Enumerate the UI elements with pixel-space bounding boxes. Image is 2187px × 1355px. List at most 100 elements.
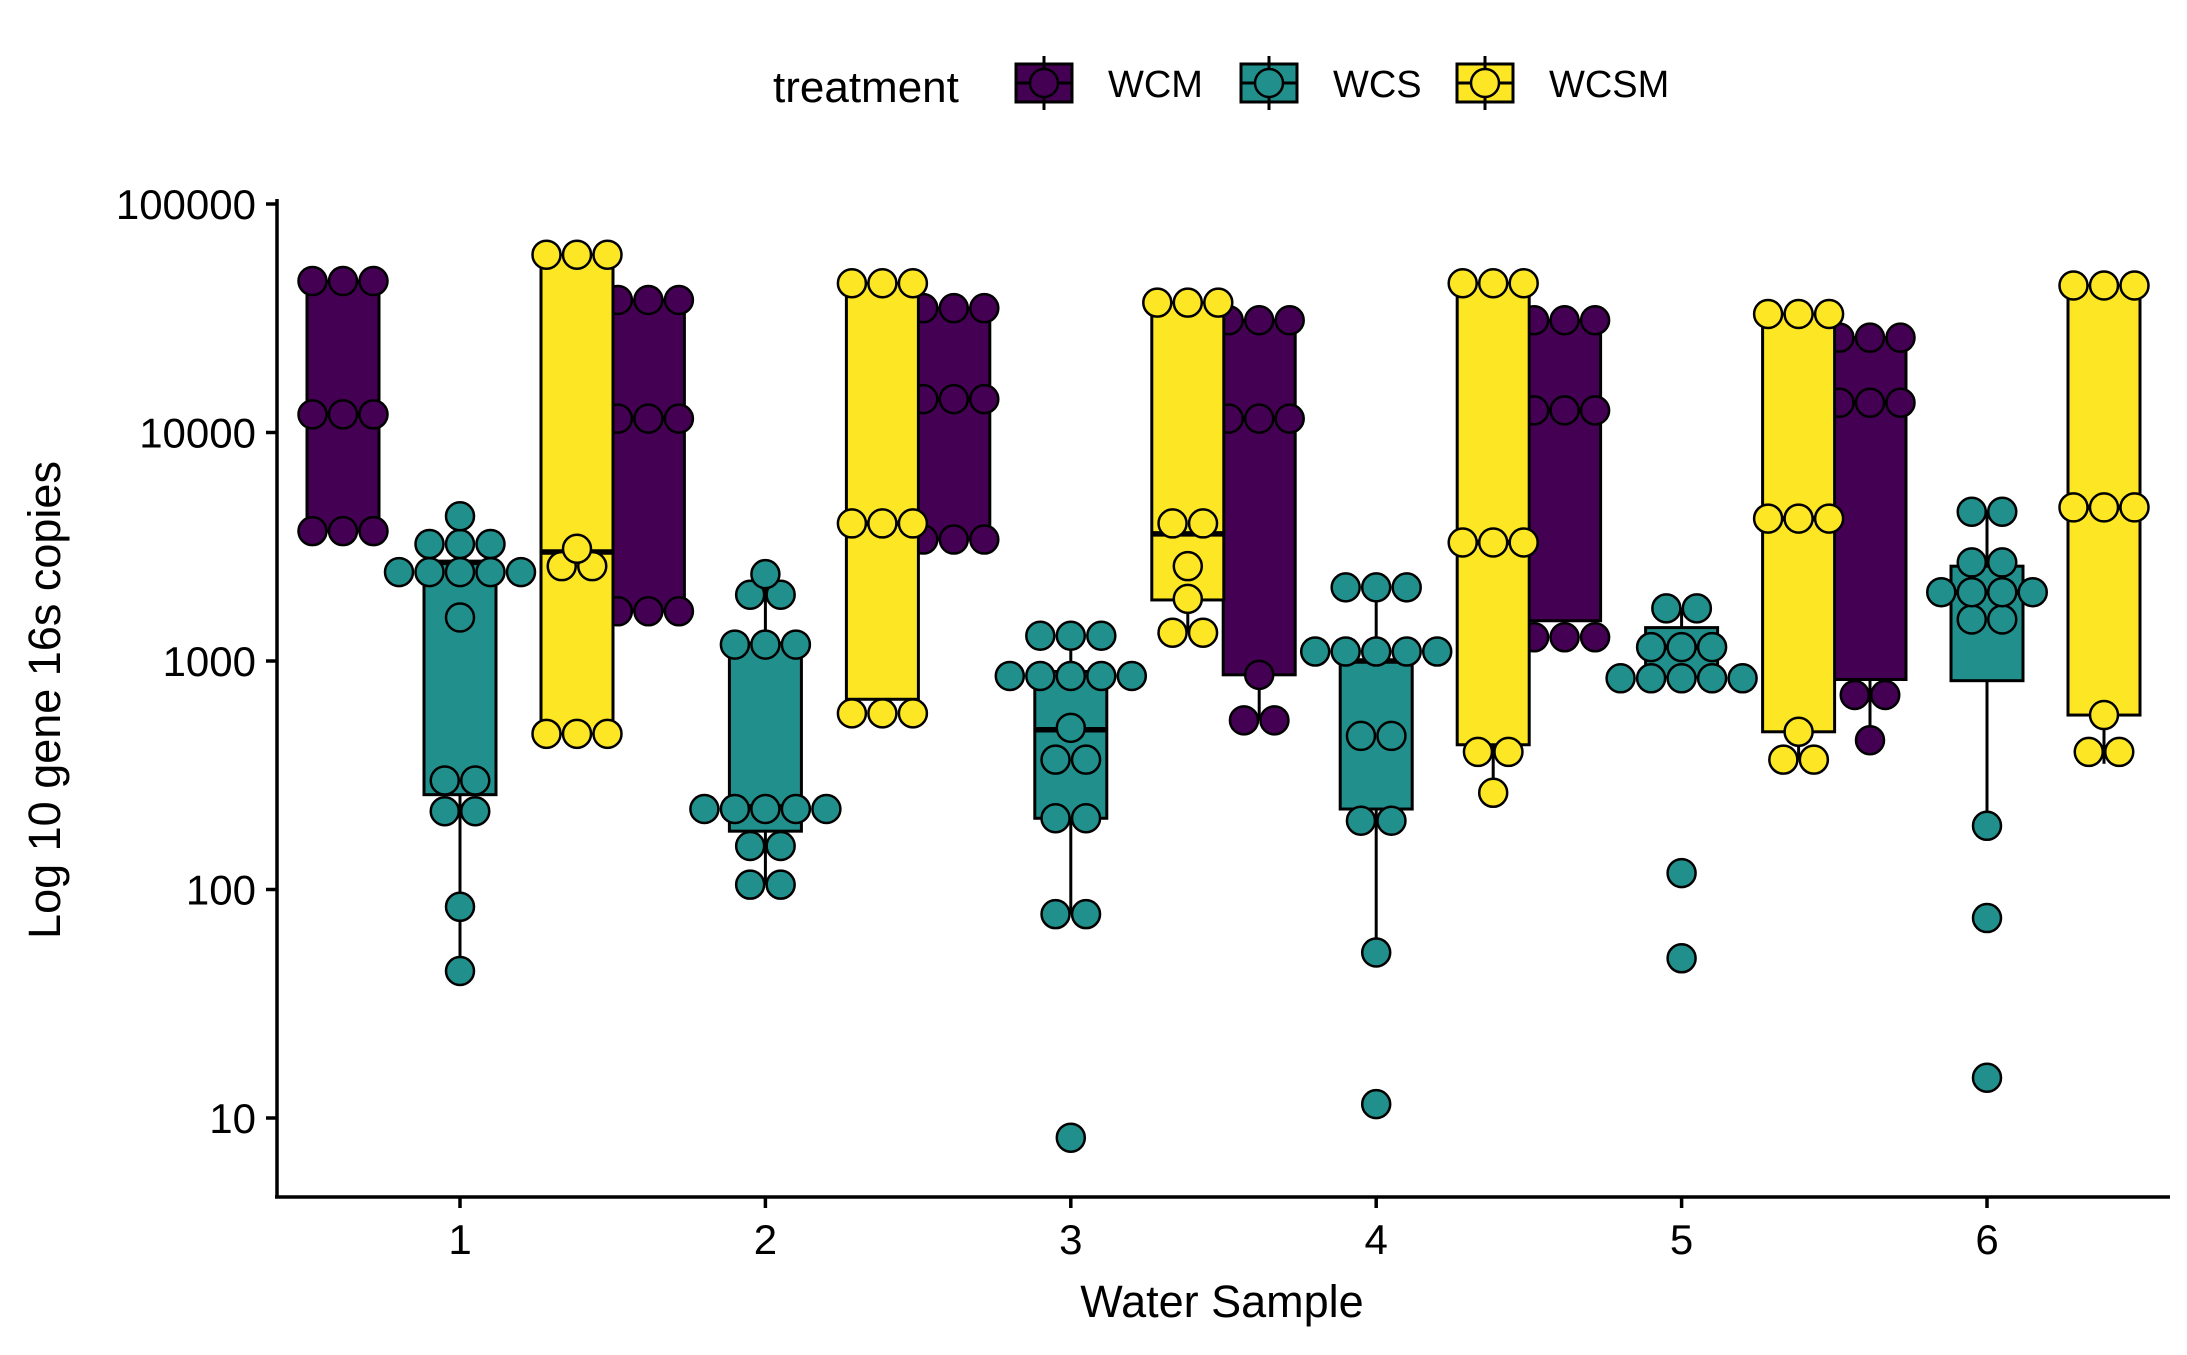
data-point (867, 267, 898, 299)
legend-key-point (1253, 67, 1285, 99)
data-point (780, 629, 812, 660)
box (844, 281, 920, 701)
data-point (1783, 716, 1814, 748)
data-point (1187, 508, 1219, 539)
data-point (1666, 857, 1697, 889)
data-point (1025, 660, 1056, 692)
data-point (1666, 663, 1697, 694)
data-point (633, 596, 664, 627)
data-point (1299, 636, 1331, 667)
y-tick-label: 100000 (116, 181, 256, 228)
data-point (1579, 622, 1611, 653)
data-point (1885, 387, 1916, 418)
data-point (475, 556, 506, 588)
data-point (1783, 298, 1814, 330)
data-point (1345, 720, 1377, 752)
box (610, 298, 686, 613)
legend-item-wcsm: WCSM (1455, 56, 1669, 110)
data-point (1579, 304, 1611, 336)
data-point (765, 869, 796, 900)
data-point (2017, 576, 2048, 608)
data-point (1086, 660, 1117, 692)
data-point (297, 265, 328, 297)
data-point (1070, 744, 1102, 775)
box (1033, 669, 1109, 820)
data-point (1477, 267, 1509, 299)
y-axis-title: Log 10 gene 16s copies (19, 461, 70, 939)
data-point (531, 718, 562, 750)
data-point (1971, 810, 2003, 842)
data-point (327, 399, 359, 430)
data-point (327, 515, 359, 547)
data-point (719, 629, 751, 660)
data-point (2088, 699, 2120, 731)
data-point (1391, 572, 1422, 603)
data-point (1360, 636, 1392, 667)
data-point (1040, 803, 1071, 834)
data-point (836, 698, 868, 729)
box (422, 560, 498, 797)
data-point (1055, 1122, 1087, 1153)
data-point (897, 698, 929, 729)
data-point (429, 796, 460, 827)
data-point (734, 830, 766, 862)
data-point (1579, 395, 1611, 426)
data-point (1956, 576, 1987, 608)
data-point (663, 284, 695, 316)
data-point (1971, 902, 2003, 934)
y-ticks: 10 100 1000 10000 100000 (116, 181, 277, 1142)
data-point (1651, 593, 1682, 624)
data-point (297, 515, 328, 547)
box (1455, 281, 1531, 747)
data-point (689, 793, 720, 825)
data-point (1055, 620, 1087, 651)
series-wcs (383, 496, 2048, 1153)
data-point (1070, 803, 1102, 834)
x-tick-label: 2 (754, 1216, 777, 1263)
data-point (1666, 943, 1697, 974)
data-point (1330, 636, 1361, 667)
series-wcm (297, 265, 1916, 756)
data-point (1854, 724, 1886, 756)
data-point (2058, 270, 2089, 301)
data-point (297, 399, 328, 430)
data-point (1971, 1062, 2003, 1094)
data-point (1040, 744, 1071, 775)
data-point (444, 501, 476, 532)
data-point (1987, 576, 2018, 608)
legend-label: WCSM (1549, 64, 1669, 106)
data-point (938, 383, 970, 415)
data-point (1360, 1088, 1392, 1120)
data-point (750, 793, 781, 825)
legend: treatment WCM WCS WCSM (773, 56, 1669, 112)
data-point (1956, 604, 1987, 635)
data-point (1055, 712, 1087, 744)
y-tick-label: 10000 (139, 410, 256, 457)
data-point (1854, 387, 1886, 418)
data-point (1116, 660, 1148, 692)
data-point (1752, 298, 1784, 330)
data-point (663, 596, 695, 627)
data-point (2088, 270, 2120, 301)
y-tick-label: 10 (209, 1095, 256, 1142)
data-point (2058, 492, 2089, 523)
x-axis-title: Water Sample (1080, 1276, 1363, 1327)
data-point (633, 403, 664, 434)
data-point (1447, 267, 1478, 299)
data-point (444, 955, 476, 987)
data-point (1926, 576, 1957, 608)
data-point (2119, 270, 2150, 301)
x-tick-label: 6 (1975, 1216, 1998, 1263)
data-point (969, 292, 1000, 324)
data-point (414, 556, 445, 588)
data-point (1727, 663, 1758, 694)
data-point (836, 267, 868, 299)
data-point (1987, 547, 2018, 578)
data-point (1666, 631, 1697, 663)
data-point (1243, 304, 1275, 336)
data-point (1274, 304, 1305, 336)
y-tick-label: 100 (186, 867, 256, 914)
data-point (969, 524, 1000, 555)
data-point (414, 528, 445, 560)
